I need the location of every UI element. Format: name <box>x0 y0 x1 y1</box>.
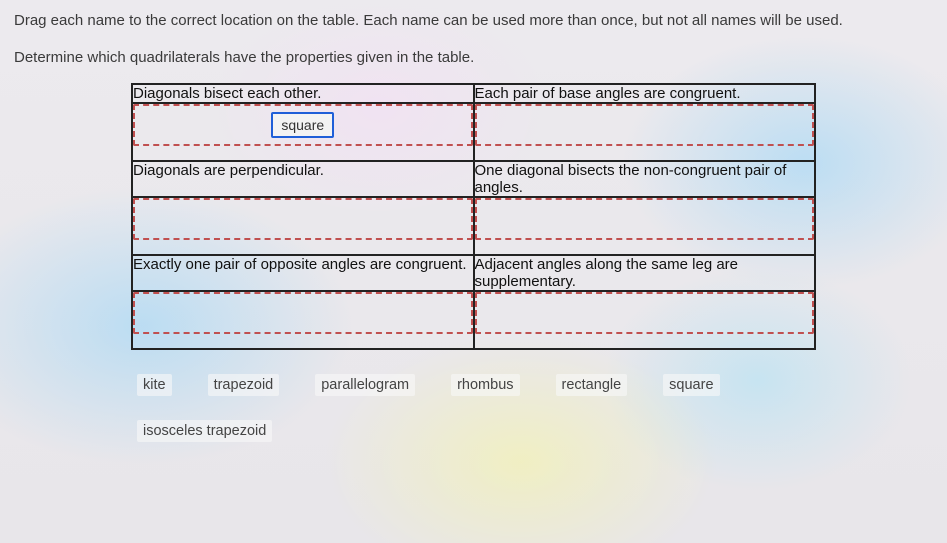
main-area: Diagonals bisect each other. Each pair o… <box>131 83 816 442</box>
table-row: Exactly one pair of opposite angles are … <box>132 255 815 291</box>
drop-cell <box>132 291 474 349</box>
property-header: One diagonal bisects the non-congruent p… <box>474 161 816 197</box>
choice-trapezoid[interactable]: trapezoid <box>208 374 280 396</box>
drop-cell <box>474 291 816 349</box>
instruction-line-2: Determine which quadrilaterals have the … <box>14 47 933 70</box>
property-header: Diagonals bisect each other. <box>132 84 474 103</box>
choice-kite[interactable]: kite <box>137 374 172 396</box>
table-row <box>132 197 815 255</box>
choices-row-1: kite trapezoid parallelogram rhombus rec… <box>131 374 816 396</box>
property-header: Each pair of base angles are congruent. <box>474 84 816 103</box>
drop-cell: square <box>132 103 474 161</box>
table-row: Diagonals bisect each other. Each pair o… <box>132 84 815 103</box>
placed-tile-square[interactable]: square <box>271 112 334 138</box>
drop-zone[interactable] <box>475 104 815 146</box>
property-header: Diagonals are perpendicular. <box>132 161 474 197</box>
table-row <box>132 291 815 349</box>
instruction-line-1: Drag each name to the correct location o… <box>14 10 933 33</box>
choice-rhombus[interactable]: rhombus <box>451 374 519 396</box>
drop-zone[interactable] <box>475 292 815 334</box>
instructions-block: Drag each name to the correct location o… <box>0 0 947 69</box>
drop-cell <box>132 197 474 255</box>
choice-parallelogram[interactable]: parallelogram <box>315 374 415 396</box>
properties-table: Diagonals bisect each other. Each pair o… <box>131 83 816 350</box>
drop-zone[interactable] <box>133 198 473 240</box>
choices-row-2: isosceles trapezoid <box>131 420 816 442</box>
drop-zone[interactable]: square <box>133 104 473 146</box>
table-row: square <box>132 103 815 161</box>
drop-zone[interactable] <box>475 198 815 240</box>
drop-zone[interactable] <box>133 292 473 334</box>
table-row: Diagonals are perpendicular. One diagona… <box>132 161 815 197</box>
property-header: Exactly one pair of opposite angles are … <box>132 255 474 291</box>
property-header: Adjacent angles along the same leg are s… <box>474 255 816 291</box>
choice-square[interactable]: square <box>663 374 719 396</box>
choice-isosceles-trapezoid[interactable]: isosceles trapezoid <box>137 420 272 442</box>
drop-cell <box>474 197 816 255</box>
drop-cell <box>474 103 816 161</box>
choice-rectangle[interactable]: rectangle <box>556 374 628 396</box>
